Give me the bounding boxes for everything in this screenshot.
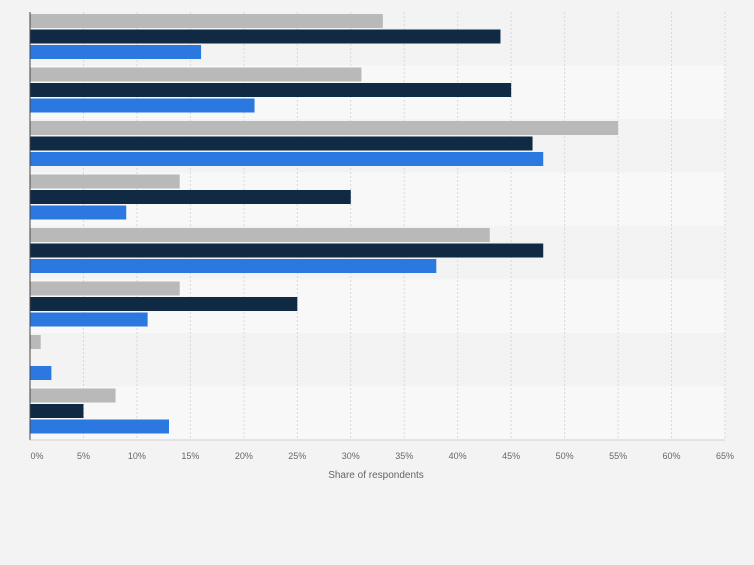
x-axis-title: Share of respondents bbox=[328, 470, 424, 481]
x-tick-label: 35% bbox=[395, 451, 413, 461]
bar bbox=[30, 404, 84, 418]
x-tick-label: 15% bbox=[181, 451, 199, 461]
x-tick-label: 55% bbox=[609, 451, 627, 461]
row-band bbox=[30, 333, 725, 387]
x-tick-label: 40% bbox=[449, 451, 467, 461]
bar bbox=[30, 312, 148, 327]
bar bbox=[30, 14, 383, 28]
bar bbox=[30, 45, 202, 59]
x-tick-label: 10% bbox=[128, 451, 146, 461]
bar bbox=[30, 152, 544, 166]
bar bbox=[30, 388, 116, 403]
gridlines bbox=[82, 12, 726, 440]
bar bbox=[30, 281, 180, 296]
bar bbox=[30, 83, 512, 97]
bar bbox=[30, 259, 437, 273]
x-tick-label: 30% bbox=[342, 451, 360, 461]
bar bbox=[30, 136, 533, 151]
bar bbox=[30, 121, 619, 135]
x-tick-label: 45% bbox=[502, 451, 520, 461]
x-tick-label: 20% bbox=[235, 451, 253, 461]
bar bbox=[30, 190, 351, 204]
bar bbox=[30, 366, 52, 380]
bars bbox=[30, 14, 619, 434]
bar bbox=[30, 419, 169, 434]
x-tick-label: 60% bbox=[663, 451, 681, 461]
x-tick-label: 50% bbox=[556, 451, 574, 461]
axes bbox=[29, 12, 725, 441]
bar bbox=[30, 98, 255, 113]
x-tick-labels: 0% 5% 10% 15% 20% 25% 30% 35% 40% 45% 50% 55% 60% 65% bbox=[30, 451, 734, 461]
bar bbox=[30, 335, 41, 349]
x-tick-label: 65% bbox=[716, 451, 734, 461]
bar bbox=[30, 243, 544, 258]
x-tick-label: 0% bbox=[30, 451, 43, 461]
x-tick-label: 5% bbox=[77, 451, 90, 461]
bar bbox=[30, 29, 501, 44]
bar bbox=[30, 297, 298, 311]
bar bbox=[30, 67, 362, 82]
bar bbox=[30, 174, 180, 189]
x-tick-label: 25% bbox=[288, 451, 306, 461]
bar bbox=[30, 205, 127, 220]
bar bbox=[30, 228, 490, 242]
